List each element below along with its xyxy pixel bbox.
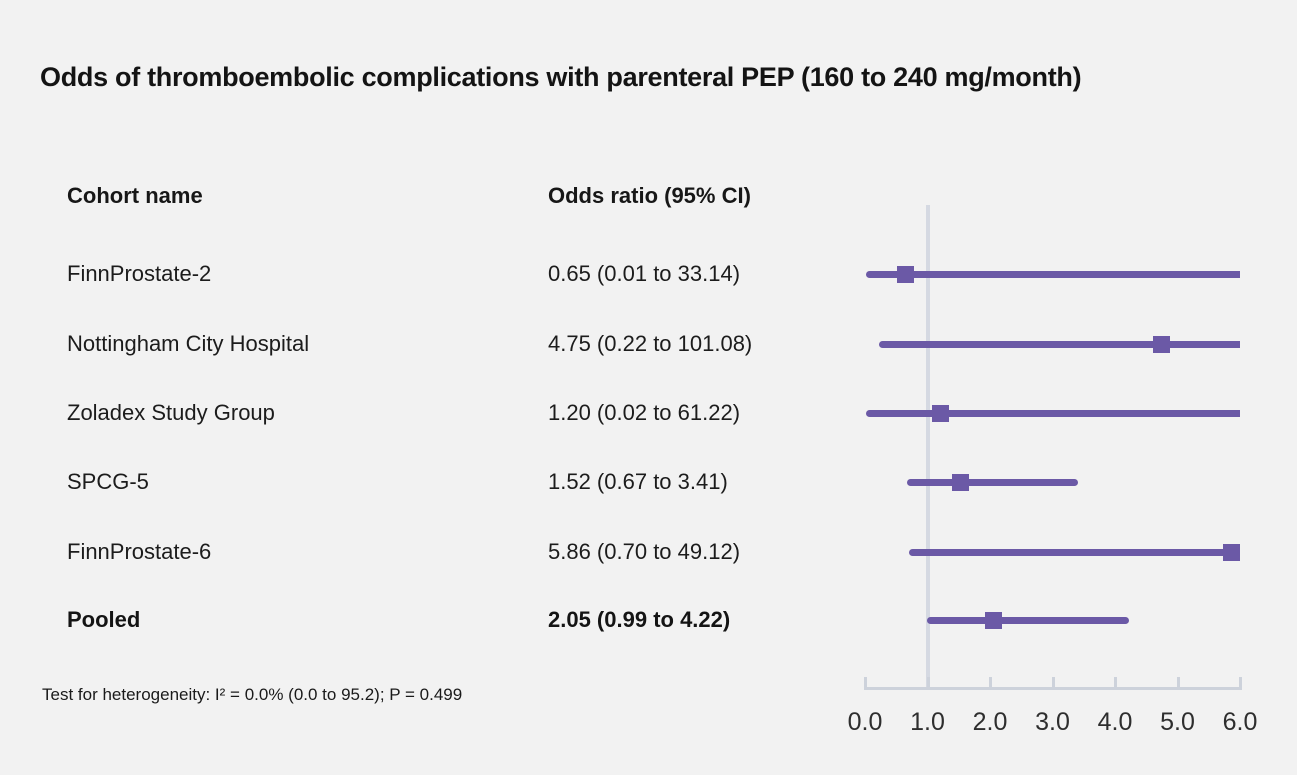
cohort-name: Nottingham City Hospital: [67, 331, 310, 356]
odds-ratio-value: 5.86 (0.70 to 49.12): [548, 539, 741, 564]
cohort-name: Pooled: [67, 607, 141, 632]
x-axis-tick-label: 3.0: [1035, 708, 1070, 736]
x-axis-tick: [864, 677, 867, 687]
x-axis-tick: [1114, 677, 1117, 687]
odds-ratio-value: 2.05 (0.99 to 4.22): [548, 607, 731, 632]
x-axis-tick-label: 6.0: [1222, 708, 1258, 736]
odds-ratio-marker: [1222, 543, 1240, 561]
x-axis-tick-label: 4.0: [1097, 708, 1133, 736]
x-axis-tick: [1176, 677, 1180, 687]
x-axis-line: [864, 687, 1242, 690]
x-axis-tick: [1051, 677, 1055, 687]
odds-ratio-value: 0.65 (0.01 to 33.14): [548, 261, 741, 286]
cohort-name: Zoladex Study Group: [67, 400, 275, 425]
cohort-name: FinnProstate-6: [67, 539, 212, 564]
reference-line: [925, 205, 930, 688]
x-axis-tick-label: 1.0: [910, 708, 945, 736]
column-header-odds-ratio: Odds ratio (95% CI): [548, 183, 751, 208]
x-axis-tick-label: 5.0: [1160, 708, 1195, 736]
confidence-interval-bar: [908, 548, 1240, 556]
odds-ratio-marker: [984, 611, 1002, 629]
x-axis-tick: [1239, 677, 1242, 687]
x-axis-tick-label: 2.0: [972, 708, 1008, 736]
confidence-interval-bar: [878, 340, 1240, 348]
confidence-interval-bar: [866, 409, 1240, 417]
odds-ratio-marker: [931, 404, 949, 422]
odds-ratio-marker: [1153, 335, 1171, 353]
confidence-interval-bar: [906, 478, 1079, 486]
x-axis-tick-label: 0.0: [847, 708, 883, 736]
chart-title: Odds of thromboembolic complications wit…: [40, 62, 1082, 92]
x-axis-tick: [989, 677, 992, 687]
odds-ratio-value: 1.52 (0.67 to 3.41): [548, 469, 728, 494]
column-header-cohort-name: Cohort name: [67, 183, 203, 208]
cohort-name: FinnProstate-2: [67, 261, 212, 286]
confidence-interval-bar: [926, 616, 1129, 624]
confidence-interval-bar: [865, 270, 1240, 278]
odds-ratio-value: 1.20 (0.02 to 61.22): [548, 400, 741, 425]
odds-ratio-marker: [951, 473, 969, 491]
odds-ratio-marker: [897, 265, 915, 283]
odds-ratio-value: 4.75 (0.22 to 101.08): [548, 331, 753, 356]
x-axis-tick: [926, 677, 930, 687]
cohort-name: SPCG-5: [67, 469, 149, 494]
heterogeneity-footnote: Test for heterogeneity: I² = 0.0% (0.0 t…: [42, 685, 463, 704]
